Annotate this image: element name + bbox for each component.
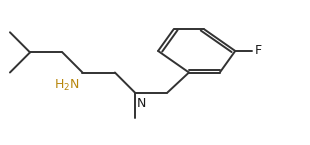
Text: F: F bbox=[255, 45, 262, 57]
Text: H$_2$N: H$_2$N bbox=[54, 78, 79, 93]
Text: N: N bbox=[136, 97, 146, 110]
